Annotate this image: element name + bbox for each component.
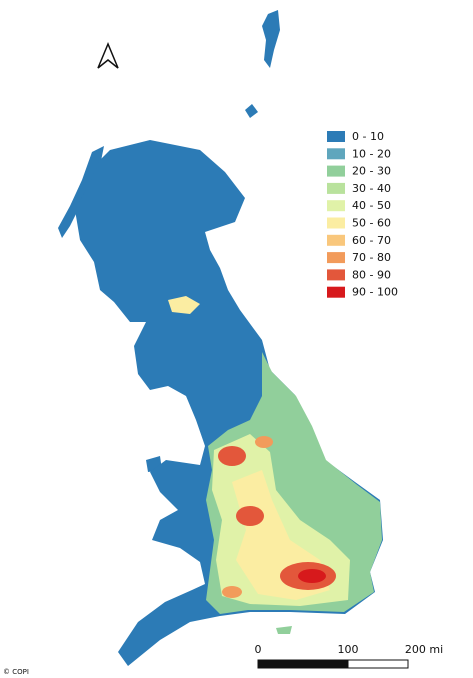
legend-label: 60 - 70 [352, 234, 391, 247]
legend-label: 50 - 60 [352, 217, 391, 230]
legend-label: 90 - 100 [352, 286, 398, 299]
hotspot-leeds [255, 436, 273, 448]
legend-label: 30 - 40 [352, 182, 391, 195]
hotspot-london-core [298, 569, 326, 583]
north-arrow [97, 42, 119, 69]
legend-label: 40 - 50 [352, 199, 391, 212]
outer-hebrides [58, 146, 104, 238]
legend-label: 10 - 20 [352, 147, 391, 160]
legend-label: 70 - 80 [352, 251, 391, 264]
legend-label: 80 - 90 [352, 268, 391, 281]
legend-label: 0 - 10 [352, 130, 384, 143]
legend-swatch [327, 200, 345, 212]
scale-bar-white [347, 659, 409, 669]
scale-label: 100 [338, 643, 359, 656]
legend-swatch [327, 148, 345, 160]
isle-of-wight [276, 626, 292, 634]
legend-swatch [327, 165, 345, 177]
scale-bar-black [257, 659, 349, 669]
legend-swatch [327, 269, 345, 281]
hotspot-bristol [222, 586, 242, 598]
hotspot-birmingham [236, 506, 264, 526]
legend-swatch [327, 182, 345, 194]
legend-swatch [327, 234, 345, 246]
legend-swatch [327, 131, 345, 142]
scale-label: 0 [255, 643, 262, 656]
legend-swatch [327, 252, 345, 264]
scale-label: 200 mi [405, 643, 443, 656]
legend-swatch [327, 217, 345, 229]
legend: 0 - 10 10 - 20 20 - 30 30 - 40 40 - 50 50 - 6… [327, 130, 398, 299]
legend-swatch [327, 286, 345, 298]
shetland [262, 10, 280, 68]
legend-label: 20 - 30 [352, 165, 391, 178]
credit: © COPI [3, 668, 29, 676]
orkney [245, 104, 258, 118]
hotspot-manchester [218, 446, 246, 466]
region-central-belt [168, 296, 200, 314]
